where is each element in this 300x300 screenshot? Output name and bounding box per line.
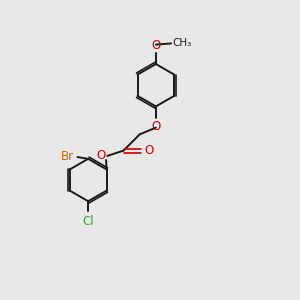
Text: CH₃: CH₃: [172, 38, 192, 48]
Text: O: O: [151, 120, 160, 133]
Text: Br: Br: [61, 150, 74, 163]
Text: Cl: Cl: [82, 215, 94, 228]
Text: O: O: [144, 144, 153, 157]
Text: O: O: [96, 149, 106, 162]
Text: O: O: [151, 39, 160, 52]
